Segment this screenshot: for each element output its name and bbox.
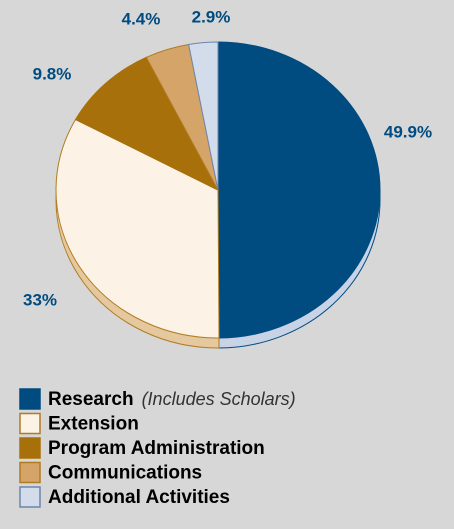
legend-label: Research (Includes Scholars) xyxy=(48,389,296,410)
legend-name: Extension xyxy=(48,414,139,435)
legend-label: Extension xyxy=(48,414,139,435)
legend-swatch xyxy=(19,437,41,459)
legend-note: (Includes Scholars) xyxy=(142,389,296,409)
slice xyxy=(74,56,220,192)
legend-swatch xyxy=(19,412,41,435)
legend-swatch xyxy=(19,461,41,484)
legend-name: Communications xyxy=(48,463,202,484)
legend-label: Communications xyxy=(48,463,202,484)
value-label: 33% xyxy=(23,290,57,309)
value-label: 9.8% xyxy=(33,64,72,83)
legend-label: Program Administration xyxy=(48,438,265,459)
slice xyxy=(188,41,219,191)
value-label: 4.4% xyxy=(122,9,161,28)
slice xyxy=(217,41,381,339)
slice xyxy=(55,118,220,339)
value-label: 49.9% xyxy=(384,122,432,141)
legend-swatch xyxy=(19,388,41,410)
value-label: 2.9% xyxy=(192,7,231,26)
legend-name: Program Administration xyxy=(48,438,265,459)
legend-swatch xyxy=(19,486,41,508)
legend-name: Additional Activities xyxy=(48,487,230,508)
legend-name: Research xyxy=(48,389,134,410)
legend-label: Additional Activities xyxy=(48,487,230,508)
